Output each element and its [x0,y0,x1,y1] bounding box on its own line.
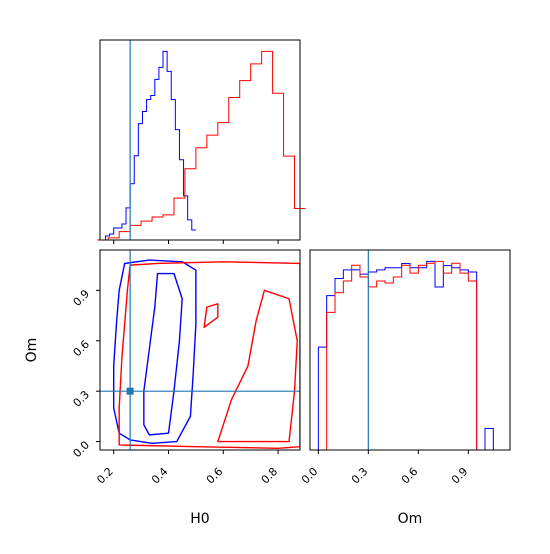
contour-0 [112,259,197,444]
h0-hist-series-0 [97,50,196,241]
contour-3 [217,289,298,443]
h0-histogram-panel [97,39,306,244]
om-hist-series-0 [310,260,510,451]
contour-ytick-label-1: 0.3 [71,388,93,410]
contour-ytick-label-2: 0.6 [71,338,93,360]
om-hist-xtick-label-3: 0.9 [449,465,471,487]
contour-truth-marker [126,387,134,395]
contour-ytick-label-0: 0.0 [71,439,93,461]
contour-1 [143,272,183,436]
contour-xtick-label-3: 0.8 [259,465,281,487]
x-axis-label-h0: H0 [190,511,209,527]
contour-4 [203,303,219,329]
contour-xtick-label-2: 0.6 [204,465,226,487]
om-hist-series-1 [318,260,494,451]
contour-lines [112,259,300,450]
contour-frame [99,249,301,451]
x-axis-label-om: Om [398,511,423,527]
om-histogram-panel: 0.0 0.3 0.6 0.9 [299,249,511,487]
contour-ytick-label-3: 0.9 [71,287,93,309]
contour-xtick-label-1: 0.4 [149,465,171,487]
om-hist-xtick-label-0: 0.0 [299,465,321,487]
om-hist-frame [309,249,511,451]
h0-hist-series-1 [97,50,306,241]
om-hist-xtick-label-1: 0.3 [349,465,371,487]
om-hist-xtick-label-2: 0.6 [399,465,421,487]
contour-xtick-label-0: 0.2 [94,465,116,487]
contour-2 [118,261,300,450]
axis-labels: H0 Om Om [24,338,422,527]
h0-hist-frame [99,39,301,241]
y-axis-label-om: Om [24,338,40,363]
h0-om-contour-panel: 0.2 0.4 0.6 0.8 0.0 0.3 0.6 0.9 [71,249,301,487]
